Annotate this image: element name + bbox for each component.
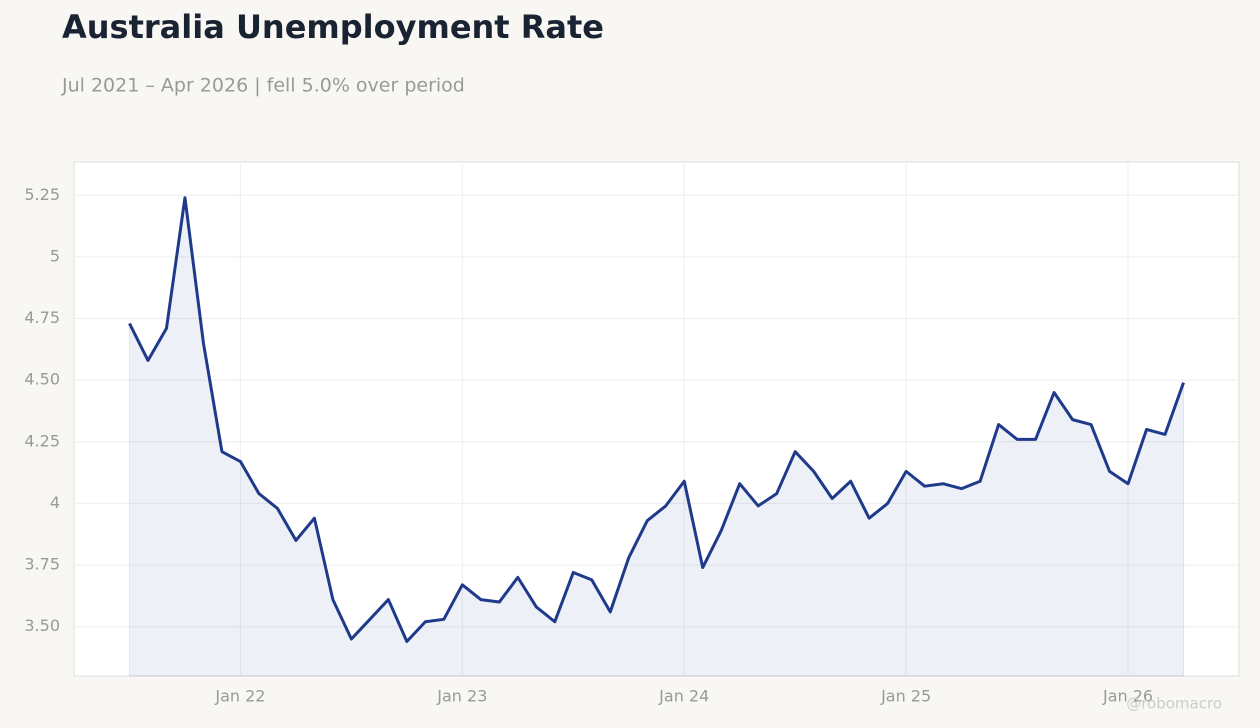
y-tick-label: 4.75 — [24, 308, 60, 327]
chart-subtitle: Jul 2021 – Apr 2026 | fell 5.0% over per… — [61, 75, 465, 97]
x-tick-label: Jan 26 — [1102, 687, 1153, 706]
line — [128, 196, 1185, 643]
x-tick-label: Jan 22 — [214, 687, 265, 706]
watermark: @robomacro — [1126, 695, 1222, 713]
y-tick-label: 4.25 — [24, 431, 60, 450]
x-tick-label: Jan 23 — [436, 687, 487, 706]
y-tick-label: 4 — [50, 493, 60, 512]
y-tick-label: 4.50 — [24, 370, 60, 389]
y-tick-label: 3.50 — [24, 616, 60, 635]
y-tick-label: 5.25 — [24, 185, 60, 204]
x-tick-label: Jan 25 — [880, 687, 931, 706]
y-tick-label: 3.75 — [24, 555, 60, 574]
x-tick-label: Jan 24 — [658, 687, 709, 706]
chart-title: Australia Unemployment Rate — [62, 8, 604, 46]
y-tick-label: 5 — [50, 246, 60, 265]
